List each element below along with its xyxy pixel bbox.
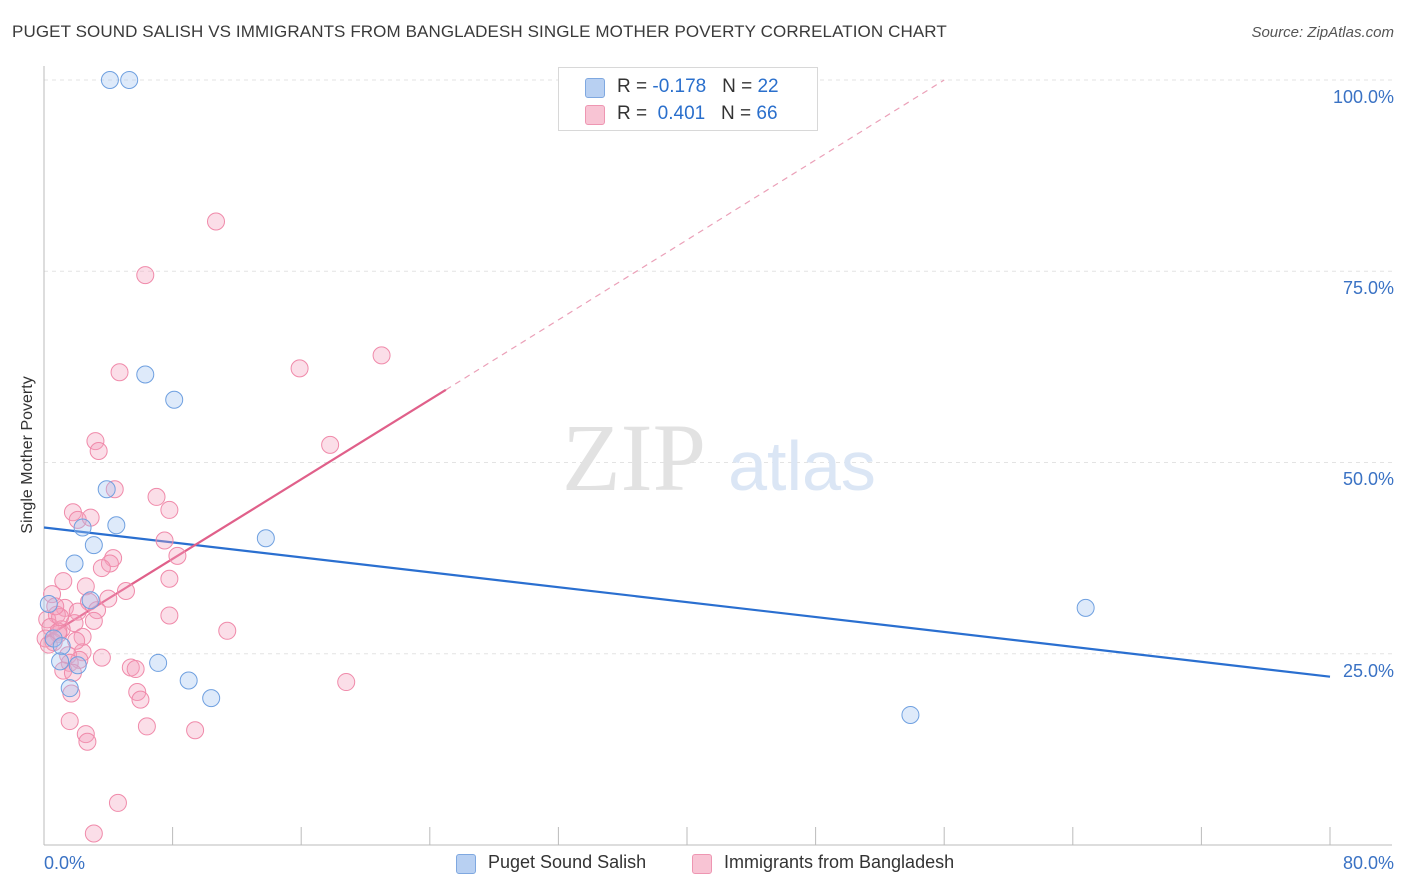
point-salish — [60, 679, 79, 698]
point-salish — [120, 71, 139, 89]
trend-line-bangladesh — [43, 388, 447, 640]
n-value-1: 22 — [757, 76, 779, 97]
point-salish — [68, 656, 87, 675]
point-bangladesh — [88, 601, 107, 620]
point-bangladesh — [160, 500, 179, 519]
point-salish — [97, 480, 116, 499]
point-bangladesh — [160, 606, 179, 625]
r-label-1: R = — [617, 76, 653, 97]
point-bangladesh — [126, 660, 145, 679]
point-bangladesh — [218, 621, 237, 640]
n-value-2: 66 — [756, 103, 778, 124]
grid-lines — [44, 79, 1392, 655]
trend-lines — [43, 79, 1331, 678]
point-bangladesh — [147, 487, 166, 506]
point-bangladesh — [131, 690, 150, 709]
point-bangladesh — [78, 732, 97, 751]
point-salish — [52, 637, 71, 656]
point-bangladesh — [207, 212, 226, 231]
point-bangladesh — [321, 435, 340, 454]
point-salish — [39, 595, 58, 614]
chart-title: PUGET SOUND SALISH VS IMMIGRANTS FROM BA… — [12, 22, 947, 41]
point-bangladesh — [89, 442, 108, 461]
point-salish — [84, 536, 103, 555]
legend-text-bangladesh: R = 0.401 N = 66 — [617, 103, 778, 125]
point-salish — [51, 652, 70, 671]
data-points — [36, 71, 1095, 843]
legend-text-salish: R = -0.178 N = 22 — [617, 76, 779, 98]
watermark-atlas: atlas — [728, 427, 876, 505]
bottom-legend-swatch-blue — [456, 854, 476, 874]
watermark: ZIP atlas — [562, 404, 876, 511]
point-bangladesh — [84, 611, 103, 630]
bottom-legend-label-bangladesh: Immigrants from Bangladesh — [724, 852, 955, 872]
point-bangladesh — [290, 359, 309, 378]
point-salish — [165, 390, 184, 409]
point-bangladesh — [168, 546, 187, 565]
point-bangladesh — [116, 582, 135, 601]
r-label-2: R = — [617, 103, 653, 124]
y-tick-label-75: 75.0% — [1342, 278, 1394, 298]
point-bangladesh — [76, 577, 95, 596]
point-salish — [901, 705, 920, 724]
x-tick-label-min: 0.0% — [44, 853, 86, 873]
point-salish — [1076, 598, 1095, 617]
point-bangladesh — [372, 346, 391, 365]
point-bangladesh — [54, 572, 73, 591]
point-salish — [65, 554, 84, 573]
point-bangladesh — [84, 824, 103, 843]
point-bangladesh — [39, 635, 58, 654]
n-label-2: N = — [721, 103, 757, 124]
point-bangladesh — [108, 793, 127, 812]
point-bangladesh — [76, 725, 95, 744]
point-bangladesh — [68, 602, 87, 621]
r-value-1: -0.178 — [652, 76, 707, 97]
point-salish — [136, 365, 155, 384]
correlation-legend: R = -0.178 N = 22 R = 0.401 N = 66 — [558, 67, 818, 131]
point-bangladesh — [60, 712, 79, 731]
point-bangladesh — [337, 673, 356, 692]
point-salish — [81, 591, 100, 610]
y-tick-label-100: 100.0% — [1332, 87, 1394, 107]
trend-line-salish — [43, 526, 1331, 678]
n-label-1: N = — [722, 76, 758, 97]
point-salish — [149, 653, 168, 672]
point-bangladesh — [92, 559, 111, 578]
point-bangladesh — [51, 608, 70, 627]
y-tick-label-50: 50.0% — [1342, 469, 1394, 489]
source-label: Source: ZipAtlas.com — [1251, 24, 1394, 41]
trend-line-bangladesh-extension — [445, 79, 945, 391]
r-value-2: 0.401 — [657, 103, 706, 124]
point-bangladesh — [110, 363, 129, 382]
legend-swatch-blue — [585, 78, 605, 98]
point-bangladesh — [104, 549, 123, 568]
bottom-legend-swatch-pink — [692, 854, 712, 874]
point-bangladesh — [136, 266, 155, 285]
y-tick-label-25: 25.0% — [1342, 661, 1394, 681]
x-tick-label-max: 80.0% — [1342, 853, 1394, 873]
point-salish — [179, 671, 198, 690]
bottom-legend-label-salish: Puget Sound Salish — [488, 852, 647, 872]
point-salish — [107, 516, 126, 535]
point-bangladesh — [137, 717, 156, 736]
point-bangladesh — [186, 721, 205, 740]
watermark-zip: ZIP — [562, 404, 706, 511]
point-bangladesh — [160, 569, 179, 588]
point-salish — [100, 71, 119, 89]
legend-swatch-pink — [585, 105, 605, 125]
point-bangladesh — [86, 432, 105, 451]
axes — [43, 66, 1392, 846]
point-bangladesh — [92, 648, 111, 667]
point-salish — [202, 689, 221, 708]
point-salish — [73, 518, 92, 537]
point-salish — [256, 529, 275, 548]
point-bangladesh — [155, 531, 174, 550]
point-bangladesh — [99, 589, 118, 608]
